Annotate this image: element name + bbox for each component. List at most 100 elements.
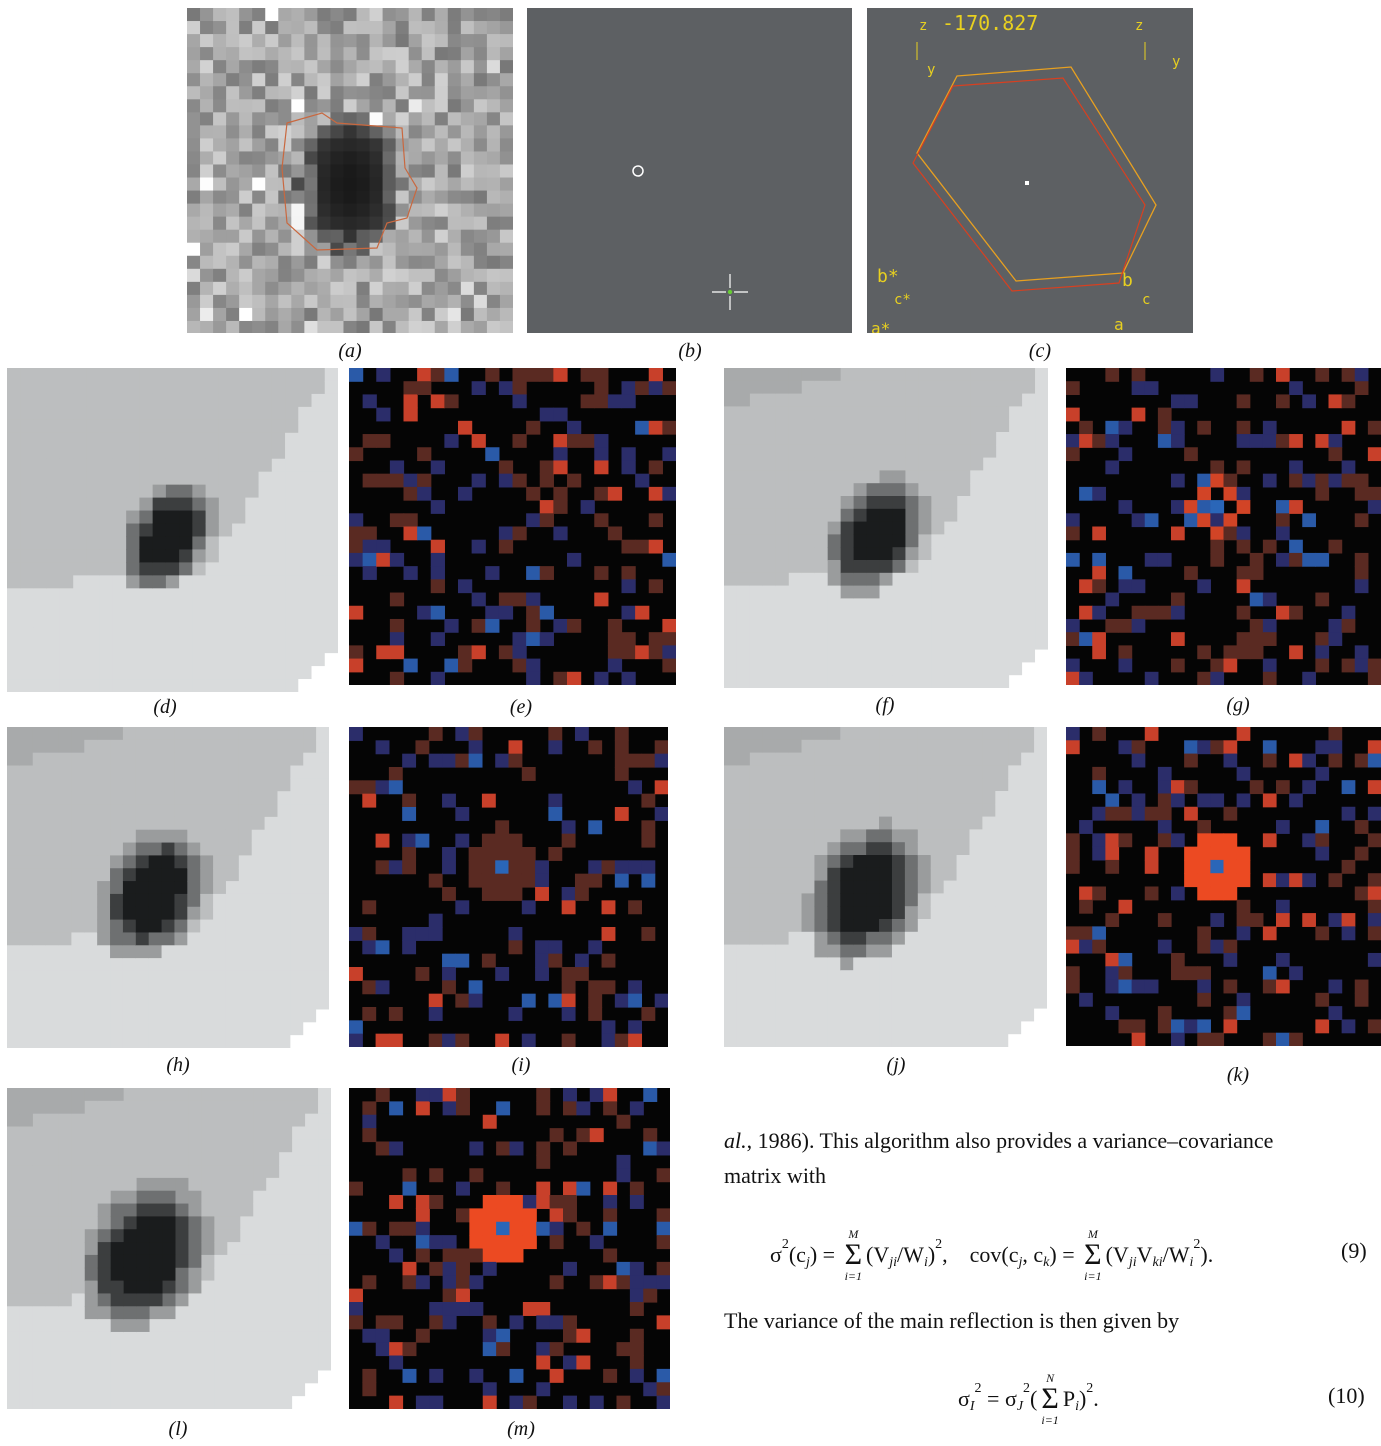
pixel — [396, 8, 410, 22]
pixel — [918, 560, 932, 573]
pixel — [292, 1293, 306, 1306]
pixel — [201, 1319, 215, 1332]
pixel — [389, 1396, 403, 1409]
pixel — [763, 573, 777, 586]
pixel — [814, 983, 828, 996]
pixel — [188, 1165, 202, 1178]
equation-part: ji — [1129, 1255, 1137, 1271]
pixel — [1008, 817, 1022, 830]
pixel — [318, 1319, 331, 1332]
pixel — [789, 740, 803, 753]
pixel — [827, 804, 841, 817]
pixel — [259, 381, 273, 395]
pixel — [662, 421, 676, 435]
pixel — [970, 560, 984, 573]
pixel — [259, 524, 273, 538]
pixel — [1008, 842, 1022, 855]
pixel — [200, 778, 213, 791]
pixel — [303, 945, 316, 958]
pixel — [789, 624, 803, 637]
pixel — [931, 598, 945, 611]
pixel — [291, 282, 305, 296]
equation-part: = σ — [982, 1386, 1017, 1412]
pixel — [149, 958, 162, 971]
pixel — [815, 611, 829, 624]
pixel — [252, 804, 265, 817]
pixel — [187, 1009, 200, 1022]
pixel — [1368, 926, 1381, 940]
pixel — [290, 945, 303, 958]
pixel — [20, 407, 34, 421]
pixel — [232, 381, 246, 395]
pixel — [724, 560, 738, 573]
pixel — [814, 906, 828, 919]
pixel — [291, 256, 305, 270]
pixel — [290, 920, 303, 933]
pixel — [1368, 953, 1381, 967]
pixel — [123, 1009, 136, 1022]
axis-label: z — [919, 18, 927, 34]
pixel — [303, 984, 316, 997]
pixel — [827, 829, 841, 842]
pixel — [548, 794, 562, 808]
pixel — [409, 151, 423, 165]
pixel — [840, 919, 854, 932]
pixel — [316, 984, 329, 997]
pixel — [1034, 829, 1047, 842]
pixel — [867, 394, 881, 407]
pixel — [227, 1358, 241, 1371]
pixel — [802, 662, 816, 675]
pixel — [435, 60, 449, 74]
pixel — [139, 459, 153, 473]
pixel — [536, 1155, 550, 1169]
pixel — [84, 1035, 97, 1048]
pixel — [1355, 820, 1369, 834]
pixel — [278, 295, 292, 309]
pixel — [376, 1235, 390, 1249]
pixel — [1263, 619, 1277, 633]
pixel — [500, 164, 513, 178]
pixel — [1171, 833, 1185, 847]
pixel — [396, 321, 410, 333]
pixel — [370, 269, 384, 283]
pixel — [389, 767, 403, 781]
pixel — [789, 573, 803, 586]
pixel — [1022, 509, 1036, 522]
pixel — [330, 125, 344, 139]
pixel — [776, 791, 790, 804]
pixel — [100, 368, 114, 382]
pixel — [957, 675, 971, 688]
pixel — [931, 419, 945, 432]
pixel — [33, 984, 46, 997]
pixel — [298, 472, 312, 486]
pixel — [535, 940, 549, 954]
pixel — [179, 679, 193, 692]
pixel — [827, 868, 841, 881]
pixel — [59, 984, 72, 997]
pixel — [880, 611, 894, 624]
pixel — [389, 1222, 403, 1236]
pixel — [325, 588, 338, 602]
pixel — [150, 1383, 164, 1396]
pixel — [20, 791, 33, 804]
pixel — [86, 575, 100, 589]
pixel — [213, 740, 226, 753]
pixel — [1034, 906, 1047, 919]
pixel — [1368, 672, 1381, 685]
pixel — [802, 419, 816, 432]
pixel — [272, 575, 286, 589]
pixel — [123, 997, 136, 1010]
pixel — [1263, 474, 1277, 488]
pixel — [737, 881, 751, 894]
pixel — [737, 945, 751, 958]
pixel — [312, 524, 326, 538]
pixel — [429, 1034, 443, 1047]
pixel — [292, 1165, 306, 1178]
pixel — [1210, 540, 1224, 554]
pixel — [970, 419, 984, 432]
pixel — [84, 804, 97, 817]
pixel — [149, 766, 162, 779]
pixel — [957, 509, 971, 522]
pixel — [905, 496, 919, 509]
pixel — [86, 524, 100, 538]
